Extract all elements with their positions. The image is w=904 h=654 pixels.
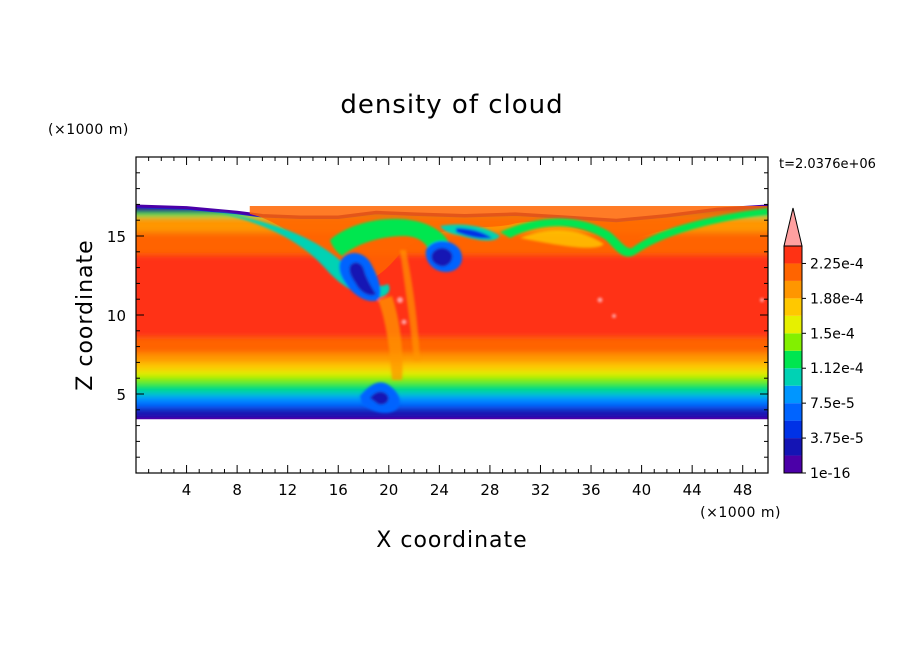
y-tick-label: 10 <box>107 307 126 325</box>
mid-turbulence-2 <box>400 250 420 360</box>
colorbar-swatch <box>784 420 802 439</box>
colorbar-swatch <box>784 246 802 264</box>
heatmap-bands <box>136 157 768 473</box>
colorbar-swatch <box>784 263 802 281</box>
density-band <box>136 362 768 371</box>
colorbar-extend-max <box>783 207 803 247</box>
x-tick-label: 4 <box>182 481 192 499</box>
x-tick-label: 24 <box>430 481 449 499</box>
hot-spot <box>597 297 603 303</box>
x-tick-label: 12 <box>278 481 297 499</box>
colorbar-label: 1.5e-4 <box>810 326 855 342</box>
colorbar-swatch <box>784 403 802 421</box>
cloud-base-edge <box>136 417 768 420</box>
density-band <box>136 337 768 353</box>
density-band <box>136 389 768 396</box>
upper-swirl-core <box>456 228 492 239</box>
x-axis-unit: (×1000 m) <box>700 505 781 521</box>
vortex-right-core <box>431 248 453 267</box>
vortex-center-plume <box>330 218 451 263</box>
x-tick-label: 28 <box>480 481 499 499</box>
clear-air-above <box>136 157 768 221</box>
colorbar-swatch <box>784 280 802 299</box>
colorbar: 1e-16 3.75e-5 7.5e-5 1.12e-4 1.5e-4 1.88e-4 2.… <box>783 207 864 482</box>
mid-turbulence <box>378 296 403 380</box>
colorbar-label: 1.12e-4 <box>810 361 864 377</box>
y-axis-ticks: 5 10 15 <box>107 172 768 458</box>
colorbar-swatch <box>784 438 802 456</box>
heatmap-field <box>136 157 768 473</box>
colorbar-label: 2.25e-4 <box>810 256 864 272</box>
chart-title: density of cloud <box>340 90 563 120</box>
y-axis-label: Z coordinate <box>73 239 98 390</box>
density-band <box>136 408 768 418</box>
density-band <box>136 376 768 383</box>
colorbar-label: 1e-16 <box>810 466 850 482</box>
density-band <box>136 370 768 377</box>
right-hump-inner <box>520 230 604 248</box>
colorbar-swatch <box>784 350 802 369</box>
density-band <box>136 395 768 402</box>
x-tick-label: 8 <box>232 481 242 499</box>
band-layers <box>136 210 768 418</box>
time-label: t=2.0376e+06 <box>779 157 876 172</box>
base-disturbance-core <box>370 391 389 405</box>
colorbar-swatch <box>784 298 802 316</box>
y-axis-unit: (×1000 m) <box>48 122 129 138</box>
hot-spot <box>760 298 764 302</box>
x-tick-label: 32 <box>531 481 550 499</box>
y-tick-label: 15 <box>107 228 126 246</box>
colorbar-label: 1.88e-4 <box>810 291 864 307</box>
x-axis-label: X coordinate <box>376 528 527 553</box>
y-tick-label: 5 <box>116 386 126 404</box>
colorbar-swatch <box>784 385 802 404</box>
density-band <box>136 401 768 409</box>
x-tick-label: 48 <box>733 481 752 499</box>
heatmap-vortices <box>212 208 768 413</box>
colorbar-swatch <box>784 368 802 386</box>
x-tick-label: 44 <box>683 481 702 499</box>
x-tick-label: 16 <box>329 481 348 499</box>
hot-spot <box>401 319 407 325</box>
vortex-left-core <box>349 262 376 296</box>
clear-air-below <box>136 419 768 473</box>
colorbar-label: 7.5e-5 <box>810 396 855 412</box>
colorbar-swatch <box>784 315 802 334</box>
x-tick-label: 20 <box>379 481 398 499</box>
x-axis-ticks: 4 8 12 16 20 24 28 32 36 40 44 48 <box>148 157 756 499</box>
x-tick-label: 36 <box>581 481 600 499</box>
hot-spot <box>612 314 616 318</box>
hot-spot <box>397 297 403 303</box>
colorbar-swatch <box>784 333 802 351</box>
density-band <box>136 352 768 363</box>
density-band <box>136 382 768 390</box>
colorbar-label: 3.75e-5 <box>810 431 864 447</box>
colorbar-swatch <box>784 455 802 473</box>
right-hump-edge <box>500 208 768 257</box>
x-tick-label: 40 <box>632 481 651 499</box>
